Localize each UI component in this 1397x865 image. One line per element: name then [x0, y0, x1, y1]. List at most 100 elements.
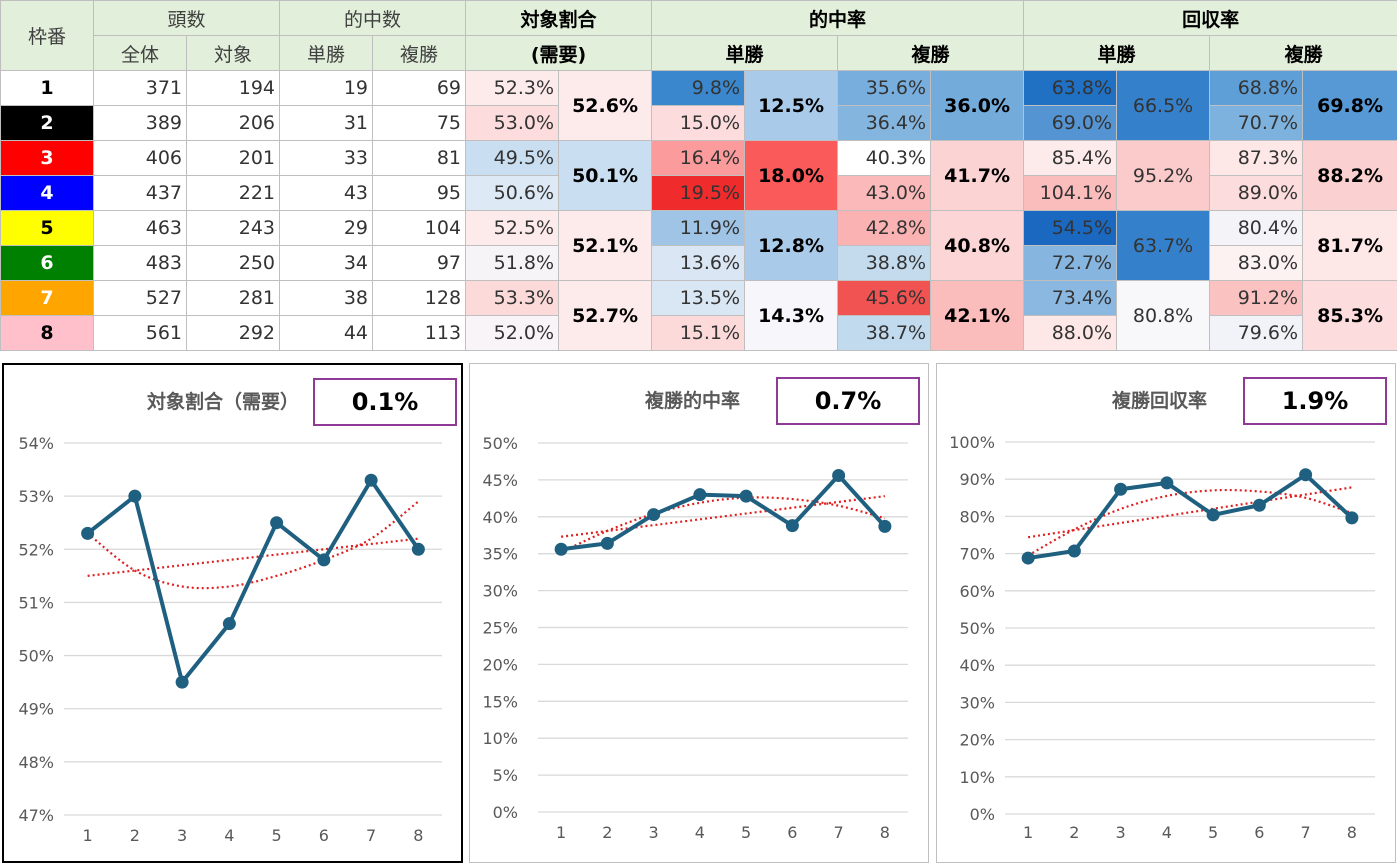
place-return-pair-cell: 85.3% — [1302, 280, 1397, 351]
header-heads-target: 対象 — [185, 35, 281, 71]
x-tick-label: 5 — [272, 826, 282, 845]
frame-number-cell: 1 — [0, 70, 94, 106]
place-hits-cell: 113 — [372, 315, 467, 351]
x-tick-label: 7 — [1301, 823, 1311, 842]
chart-place-return-rate: 0% 10% 20% 30% 40% 50% 60% 70% 80% 90% 100% 1 2 3 4 5 6 7… — [949, 433, 1375, 842]
data-point — [1299, 468, 1313, 482]
win-hits-cell: 33 — [279, 140, 374, 176]
heads-target-cell: 281 — [185, 280, 281, 316]
header-heads-all: 全体 — [93, 35, 187, 71]
place-return-cell: 79.6% — [1209, 315, 1304, 351]
header-heads: 頭数 — [92, 0, 281, 36]
heads-target-cell: 250 — [185, 245, 281, 281]
series-line — [1027, 472, 1354, 561]
y-tick-label: 10% — [482, 729, 518, 748]
place-rate-pair-cell: 41.7% — [930, 140, 1025, 211]
data-point — [411, 542, 425, 556]
header-return-rate: 回収率 — [1023, 0, 1397, 36]
win-hits-cell: 29 — [279, 210, 374, 246]
target-ratio-cell: 52.0% — [465, 315, 560, 351]
target-ratio-cell: 52.3% — [465, 70, 560, 106]
place-return-cell: 89.0% — [1209, 175, 1304, 211]
y-tick-label: 90% — [959, 470, 995, 489]
chart-place-hit-rate: 0% 5% 10% 15% 20% 25% 30% 35% 40% 45% 50% 1 2 3 4 5 6 7 8 — [482, 434, 908, 842]
linear-trendline — [560, 495, 886, 538]
win-rate-cell: 15.1% — [651, 315, 746, 351]
place-return-cell: 80.4% — [1209, 210, 1304, 246]
place-rate-pair-cell: 42.1% — [930, 280, 1025, 351]
win-hits-cell: 43 — [279, 175, 374, 211]
data-point — [693, 488, 707, 502]
x-tick-label: 6 — [787, 823, 797, 842]
place-return-pair-cell: 69.8% — [1302, 70, 1397, 141]
header-return-rate-place: 複勝 — [1209, 35, 1397, 71]
table-body: 1 371 194 19 69 52.3% 52.6% 9.8% 12.5% 35.6% 36.0%… — [0, 70, 1397, 351]
x-tick-label: 5 — [1208, 823, 1218, 842]
data-point — [1252, 498, 1266, 512]
chart-value-box: 0.7% — [776, 377, 920, 425]
chart-title: 複勝的中率 — [645, 390, 741, 412]
header-hit-rate: 的中率 — [651, 0, 1025, 36]
table-row: 4 437 221 43 95 50.6% 19.5% 43.0% 104.1% 89.0% — [0, 175, 1397, 211]
x-tick-label: 3 — [177, 826, 187, 845]
y-tick-label: 20% — [959, 731, 995, 750]
header-hits-place: 複勝 — [372, 35, 467, 71]
heads-all-cell: 527 — [93, 280, 187, 316]
stats-table: 枠番 頭数 的中数 対象割合 的中率 回収率 全体 対象 単勝 複勝 (需要) … — [0, 0, 1397, 351]
target-ratio-cell: 52.5% — [465, 210, 560, 246]
y-tick-label: 50% — [482, 434, 518, 453]
data-point — [647, 508, 661, 522]
win-return-cell: 88.0% — [1023, 315, 1118, 351]
chart-title: 対象割合（需要） — [147, 391, 300, 413]
data-point — [175, 675, 189, 689]
y-tick-label: 80% — [959, 507, 995, 526]
series-line — [560, 473, 887, 552]
series-line — [86, 478, 421, 685]
x-tick-label: 3 — [649, 823, 659, 842]
data-point — [317, 553, 331, 567]
data-point — [739, 489, 753, 503]
y-tick-label: 0% — [493, 803, 518, 822]
y-tick-label: 40% — [959, 656, 995, 675]
win-rate-pair-cell: 14.3% — [744, 280, 839, 351]
x-tick-label: 6 — [1254, 823, 1264, 842]
place-hits-cell: 75 — [372, 105, 467, 141]
heads-target-cell: 292 — [185, 315, 281, 351]
x-tick-label: 3 — [1116, 823, 1126, 842]
x-tick-label: 1 — [556, 823, 566, 842]
x-tick-label: 2 — [1069, 823, 1079, 842]
target-ratio-pair-cell: 52.6% — [558, 70, 653, 141]
place-return-cell: 68.8% — [1209, 70, 1304, 106]
chart-panel-place-hit-rate: 0% 5% 10% 15% 20% 25% 30% 35% 40% 45% 50% 1 2 3 4 5 6 7 8 … — [469, 363, 929, 863]
data-point — [128, 489, 142, 503]
y-tick-label: 0% — [970, 805, 995, 824]
x-tick-label: 2 — [130, 826, 140, 845]
y-tick-label: 30% — [482, 582, 518, 601]
linear-trendline — [87, 537, 419, 577]
place-hits-cell: 81 — [372, 140, 467, 176]
header-hit-rate-place: 複勝 — [837, 35, 1025, 71]
table-row: 8 561 292 44 113 52.0% 15.1% 38.7% 88.0% 79.6% — [0, 315, 1397, 351]
y-tick-label: 50% — [18, 647, 54, 666]
chart-panel-target-ratio: 47% 48% 49% 50% 51% 52% 53% 54% 1 2 3 4 5 6 7 8 対象割合（需要… — [2, 363, 463, 863]
table-row: 3 406 201 33 81 49.5% 50.1% 16.4% 18.0% 40.3% 41.7… — [0, 140, 1397, 211]
polynomial-trendline — [86, 500, 420, 590]
win-rate-cell: 19.5% — [651, 175, 746, 211]
y-tick-label: 48% — [18, 753, 54, 772]
place-return-cell: 70.7% — [1209, 105, 1304, 141]
polynomial-trendline — [560, 496, 886, 554]
heads-target-cell: 221 — [185, 175, 281, 211]
win-return-cell: 72.7% — [1023, 245, 1118, 281]
place-return-cell: 91.2% — [1209, 280, 1304, 316]
heads-all-cell: 561 — [93, 315, 187, 351]
y-tick-label: 20% — [482, 655, 518, 674]
data-point — [878, 519, 892, 533]
target-ratio-cell: 50.6% — [465, 175, 560, 211]
chart-target-ratio: 47% 48% 49% 50% 51% 52% 53% 54% 1 2 3 4 5 6 7 8 — [18, 434, 442, 845]
x-tick-label: 5 — [741, 823, 751, 842]
place-return-cell: 87.3% — [1209, 140, 1304, 176]
target-ratio-cell: 51.8% — [465, 245, 560, 281]
chart-panel-place-return-rate: 0% 10% 20% 30% 40% 50% 60% 70% 80% 90% 100% 1 2 3 4 5 6 7… — [936, 363, 1396, 863]
data-point — [364, 473, 378, 487]
data-point — [785, 519, 799, 533]
